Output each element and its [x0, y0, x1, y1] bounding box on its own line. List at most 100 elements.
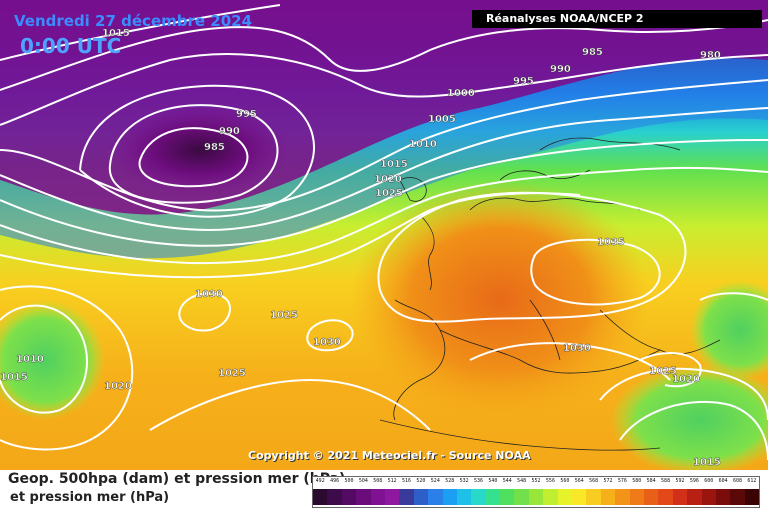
isobar-label: 995 — [513, 76, 534, 87]
source-banner: Réanalyses NOAA/NCEP 2 — [472, 10, 762, 28]
scale-swatch — [500, 489, 515, 505]
scale-swatch — [543, 489, 558, 505]
scale-value-label: 608 — [733, 478, 743, 484]
scale-value-label: 516 — [402, 478, 412, 484]
scale-swatch — [715, 489, 731, 505]
isobar-label: 1025 — [375, 188, 403, 199]
color-scale-labels: 492 496 500 504 508 512 516 520 524 528 532 536 540 5… — [313, 478, 759, 487]
green-cell-east — [610, 365, 768, 470]
color-scale: 492 496 500 504 508 512 516 520 524 528 532 536 540 5… — [312, 476, 760, 508]
scale-value-label: 540 — [488, 478, 498, 484]
map-time-title: 0:00 UTC — [20, 34, 122, 58]
isobar-label: 1030 — [313, 337, 341, 348]
scale-swatch — [413, 489, 429, 505]
scale-value-label: 512 — [387, 478, 397, 484]
scale-value-label: 560 — [560, 478, 570, 484]
scale-value-label: 508 — [373, 478, 383, 484]
scale-value-label: 572 — [603, 478, 613, 484]
scale-value-label: 612 — [747, 478, 757, 484]
scale-swatch — [341, 489, 357, 505]
scale-value-label: 500 — [344, 478, 354, 484]
scale-value-label: 600 — [704, 478, 714, 484]
scale-swatch — [442, 489, 457, 505]
scale-value-label: 496 — [330, 478, 340, 484]
isobar-label: 1020 — [672, 374, 700, 385]
isobar-label: 985 — [582, 47, 603, 58]
scale-value-label: 588 — [661, 478, 671, 484]
isobar-label: 1020 — [104, 381, 132, 392]
isobar-label: 1000 — [447, 88, 475, 99]
isobar-label: 990 — [550, 64, 571, 75]
isobars — [0, 4, 768, 461]
isobar-label: 1015 — [0, 372, 28, 383]
map-date-title: Vendredi 27 décembre 2024 — [14, 12, 253, 30]
isobar-label: 1035 — [597, 237, 625, 248]
scale-value-label: 556 — [545, 478, 555, 484]
isobar-label: 1020 — [374, 174, 402, 185]
scale-swatch — [370, 489, 385, 505]
scale-value-label: 520 — [416, 478, 426, 484]
scale-swatch — [701, 489, 716, 505]
scale-swatch — [428, 489, 443, 505]
scale-swatch — [528, 489, 544, 505]
scale-swatch — [384, 489, 400, 505]
legend-subtitle: et pression mer (hPa) — [10, 490, 170, 505]
isobar-label: 995 — [236, 109, 257, 120]
scale-swatch — [629, 489, 644, 505]
scale-swatch — [327, 489, 342, 505]
green-cell-ne — [690, 280, 768, 380]
low-core — [110, 105, 290, 195]
copyright-notice: Copyright © 2021 Meteociel.fr - Source N… — [248, 449, 531, 462]
coastlines — [379, 137, 721, 451]
isobar-label: 985 — [204, 142, 225, 153]
scale-value-label: 568 — [589, 478, 599, 484]
isobar-label: 1010 — [16, 354, 44, 365]
scale-value-label: 580 — [632, 478, 642, 484]
isobar-label: 1015 — [102, 28, 130, 39]
scale-swatch — [744, 489, 760, 505]
scale-swatch — [514, 489, 529, 505]
isobar-label: 990 — [219, 126, 240, 137]
isobar-label: 1030 — [195, 289, 223, 300]
scale-swatch — [356, 489, 371, 505]
scale-value-label: 564 — [574, 478, 584, 484]
scale-value-label: 528 — [445, 478, 455, 484]
scale-swatch — [687, 489, 702, 505]
color-scale-swatches — [313, 489, 760, 505]
legend-title: Geop. 500hpa (dam) et pression mer (hPa) — [8, 471, 346, 487]
scale-value-label: 592 — [675, 478, 685, 484]
isobar-labels: 1015 995 990 985 985 980 990 995 1000 10… — [0, 28, 721, 468]
isobar-label: 1015 — [693, 457, 721, 468]
scale-value-label: 532 — [459, 478, 469, 484]
scale-swatch — [615, 489, 630, 505]
scale-swatch — [672, 489, 688, 505]
scale-value-label: 524 — [430, 478, 440, 484]
isobar-label: 1015 — [380, 159, 408, 170]
scale-value-label: 536 — [473, 478, 483, 484]
scale-swatch — [658, 489, 673, 505]
scale-swatch — [643, 489, 659, 505]
scale-swatch — [600, 489, 616, 505]
scale-value-label: 492 — [315, 478, 325, 484]
scale-swatch — [730, 489, 745, 505]
scale-value-label: 596 — [689, 478, 699, 484]
scale-swatch — [586, 489, 601, 505]
scale-swatch — [572, 489, 587, 505]
isobar-label: 980 — [700, 50, 721, 61]
isobar-label: 1010 — [409, 139, 437, 150]
isobar-label: 1030 — [563, 343, 591, 354]
scale-swatch — [485, 489, 501, 505]
scale-swatch — [456, 489, 472, 505]
scale-value-label: 552 — [531, 478, 541, 484]
isobar-label: 1025 — [270, 310, 298, 321]
geopotential-map: 1015 995 990 985 985 980 990 995 1000 10… — [0, 0, 768, 470]
scale-swatch — [557, 489, 573, 505]
scale-value-label: 584 — [646, 478, 656, 484]
scale-value-label: 504 — [358, 478, 368, 484]
isobar-label: 1025 — [649, 366, 677, 377]
isobar-label: 1025 — [218, 368, 246, 379]
scale-value-label: 604 — [718, 478, 728, 484]
isobar-label: 1005 — [428, 114, 456, 125]
scale-swatch — [471, 489, 486, 505]
